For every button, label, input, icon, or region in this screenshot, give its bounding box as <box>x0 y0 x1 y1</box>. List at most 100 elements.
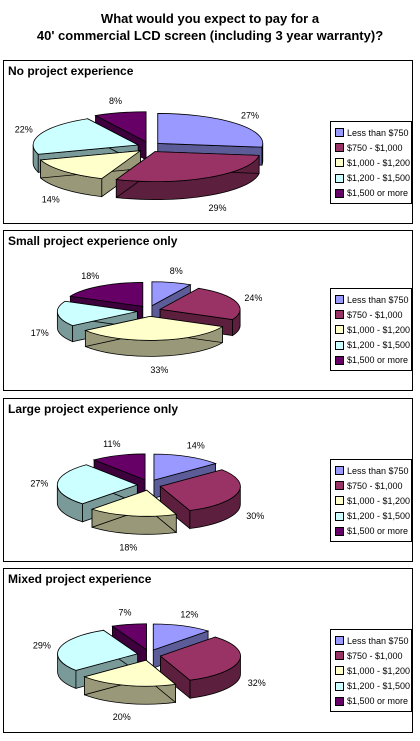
slice-label-1500-or-more: 7% <box>119 608 132 618</box>
pie-chart-svg: 8% 24% 33% 17% 18% <box>31 266 263 375</box>
chart-title: No project experience <box>8 64 134 78</box>
pie-slice-1500-or-more <box>111 623 147 651</box>
legend-item-1500-or-more: $1,500 or more <box>331 353 411 368</box>
slice-label-750-1000: 29% <box>209 203 227 213</box>
legend-label: $1,500 or more <box>347 188 409 199</box>
legend-swatch <box>335 481 344 491</box>
legend-item-750-1000: $750 - $1,000 <box>331 648 411 663</box>
legend-label: $1,200 - $1,500 <box>347 511 411 522</box>
legend-item-1200-1500: $1,200 - $1,500 <box>331 338 411 353</box>
pie-slice-750-1000 <box>159 469 241 511</box>
legend-swatch <box>335 143 344 153</box>
legend-swatch <box>335 295 344 305</box>
legend-label: $1,500 or more <box>347 526 409 537</box>
chart-panel-large-project: Large project experience only 14% 30% 18% 2… <box>3 398 413 562</box>
chart-legend: Less than $750 $750 - $1,000 $1,000 - $1,2… <box>330 121 412 204</box>
chart-title: Large project experience only <box>8 402 179 416</box>
legend-item-1000-1200: $1,000 - $1,200 <box>331 493 411 508</box>
legend-item-1200-1500: $1,200 - $1,500 <box>331 171 411 186</box>
pie-tops <box>57 623 241 687</box>
legend-item-less-than-750: Less than $750 <box>331 125 411 140</box>
slice-label-1500-or-more: 18% <box>81 271 99 281</box>
legend-item-750-1000: $750 - $1,000 <box>331 140 411 155</box>
main-title-line-2: 40' commercial LCD screen (including 3 y… <box>36 28 384 43</box>
legend-swatch <box>335 355 344 365</box>
pie-slice-1200-1500 <box>56 464 139 505</box>
legend-item-1000-1200: $1,000 - $1,200 <box>331 155 411 170</box>
legend-label: $1,000 - $1,200 <box>347 665 411 676</box>
pie-slice-1200-1500 <box>57 629 139 671</box>
legend-swatch <box>335 188 344 198</box>
legend-swatch <box>335 128 344 138</box>
pie-slice-1200-1500 <box>56 300 138 327</box>
legend-item-750-1000: $750 - $1,000 <box>331 478 411 493</box>
legend-swatch <box>335 158 344 168</box>
legend-item-1500-or-more: $1,500 or more <box>331 694 411 709</box>
legend-label: $1,200 - $1,500 <box>347 340 411 351</box>
pie-slice-1000-1200 <box>39 150 142 180</box>
legend-label: $1,200 - $1,500 <box>347 681 411 692</box>
slice-label-less-than-750: 27% <box>241 111 259 121</box>
legend-label: $750 - $1,000 <box>347 142 403 153</box>
legend-label: $1,000 - $1,200 <box>347 157 411 168</box>
legend-label: $1,200 - $1,500 <box>347 173 411 184</box>
legend-swatch <box>335 496 344 506</box>
legend-swatch <box>335 325 344 335</box>
legend-swatch <box>335 466 344 476</box>
pie-chart-svg: 12% 32% 20% 29% 7% <box>33 608 266 722</box>
chart-panel-mixed-project: Mixed project experience 12% 32% 20% 29% 7% … <box>3 568 413 733</box>
slice-label-less-than-750: 14% <box>187 441 205 451</box>
legend-item-1500-or-more: $1,500 or more <box>331 524 411 539</box>
pie-slice-less-than-750 <box>151 281 192 307</box>
slice-label-750-1000: 24% <box>244 293 262 303</box>
pie-slice-less-than-750 <box>157 113 264 148</box>
legend-label: Less than $750 <box>347 465 409 476</box>
pie-slice-less-than-750 <box>152 623 210 651</box>
slice-label-1200-1500: 29% <box>33 641 51 651</box>
slice-label-1200-1500: 17% <box>31 328 49 338</box>
pie-tops <box>32 111 264 183</box>
pie-chart-svg: 27% 29% 14% 22% 8% <box>15 96 264 213</box>
legend-label: $1,500 or more <box>347 355 409 366</box>
legend-swatch <box>335 696 344 706</box>
legend-item-less-than-750: Less than $750 <box>331 292 411 307</box>
pie-tops <box>56 281 241 341</box>
slice-label-750-1000: 32% <box>248 678 266 688</box>
legend-swatch <box>335 526 344 536</box>
chart-legend: Less than $750 $750 - $1,000 $1,000 - $1,2… <box>330 288 412 371</box>
legend-swatch <box>335 511 344 521</box>
legend-swatch <box>335 666 344 676</box>
slice-label-1000-1200: 18% <box>119 543 137 553</box>
legend-label: $1,000 - $1,200 <box>347 324 411 335</box>
pie-chart-svg: 14% 30% 18% 27% 11% <box>30 439 264 553</box>
legend-item-less-than-750: Less than $750 <box>331 463 411 478</box>
slice-label-1000-1200: 14% <box>42 194 60 204</box>
legend-label: $750 - $1,000 <box>347 309 403 320</box>
chart-legend: Less than $750 $750 - $1,000 $1,000 - $1,2… <box>330 459 412 542</box>
legend-swatch <box>335 681 344 691</box>
legend-item-1500-or-more: $1,500 or more <box>331 186 411 201</box>
pie-slice-less-than-750 <box>153 453 217 481</box>
chart-title: Small project experience only <box>8 234 178 248</box>
legend-swatch <box>335 310 344 320</box>
chart-panel-small-project: Small project experience only 8% 24% 33% 17… <box>3 230 413 391</box>
pie-slice-750-1000 <box>115 151 260 183</box>
pie-slice-1000-1200 <box>84 315 224 341</box>
slice-label-1000-1200: 20% <box>113 712 131 722</box>
pie-tops <box>56 453 241 517</box>
chart-panel-no-project: No project experience 27% 29% 14% 22% 8% Les… <box>3 60 413 224</box>
legend-item-1200-1500: $1,200 - $1,500 <box>331 679 411 694</box>
legend-item-1000-1200: $1,000 - $1,200 <box>331 663 411 678</box>
legend-swatch <box>335 340 344 350</box>
legend-label: Less than $750 <box>347 635 409 646</box>
pie-slice-1200-1500 <box>32 118 140 155</box>
legend-label: Less than $750 <box>347 127 409 138</box>
slice-label-1000-1200: 33% <box>150 365 168 375</box>
legend-swatch <box>335 651 344 661</box>
legend-label: $750 - $1,000 <box>347 480 403 491</box>
main-title-line-1: What would you expect to pay for a <box>100 11 320 26</box>
slice-label-less-than-750: 12% <box>180 610 198 620</box>
chart-legend: Less than $750 $750 - $1,000 $1,000 - $1,2… <box>330 629 412 712</box>
slice-label-less-than-750: 8% <box>170 266 183 276</box>
legend-label: $1,500 or more <box>347 696 409 707</box>
